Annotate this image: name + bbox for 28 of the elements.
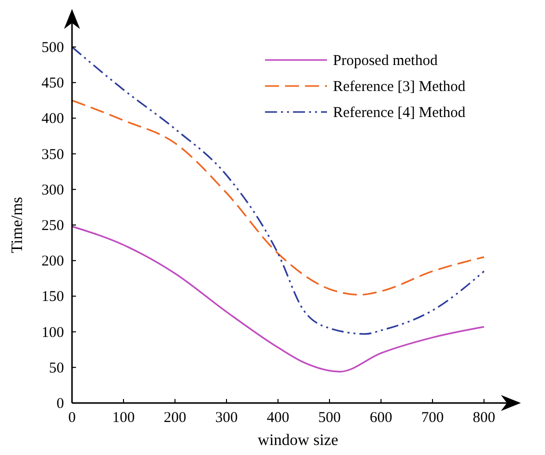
y-tick-label: 400 xyxy=(42,111,64,128)
x-tick-label: 300 xyxy=(215,410,238,426)
x-tick-label: 800 xyxy=(472,410,496,426)
y-tick-label: 500 xyxy=(42,40,64,56)
line-series xyxy=(71,46,485,335)
y-tick-label: 350 xyxy=(42,146,64,163)
legend-label: Reference [3] Method xyxy=(333,79,466,95)
y-tick-label: 0 xyxy=(56,396,64,412)
x-tick-label: 600 xyxy=(370,410,392,426)
y-tick-label: 300 xyxy=(42,182,64,198)
y-tick-label: 200 xyxy=(42,254,64,270)
y-tick-label: 150 xyxy=(42,289,64,306)
x-tick-label: 200 xyxy=(164,410,186,426)
y-tick-label: 100 xyxy=(42,324,64,341)
legend-label: Proposed method xyxy=(333,53,438,69)
x-tick-label: 700 xyxy=(421,410,444,426)
x-axis-title: window size xyxy=(258,432,338,449)
y-tick-label: 50 xyxy=(49,360,64,376)
x-tick-label: 100 xyxy=(112,410,135,426)
y-tick-label: 250 xyxy=(42,218,64,234)
legend-label: Reference [4] Method xyxy=(333,105,466,121)
x-tick-label: 500 xyxy=(318,410,341,426)
x-tick-label: 0 xyxy=(68,410,76,426)
y-tick-label: 450 xyxy=(42,76,64,92)
x-tick-label: 400 xyxy=(266,410,290,426)
line-series xyxy=(71,226,485,372)
line-series xyxy=(71,100,485,296)
y-axis-title: Time/ms xyxy=(9,196,26,254)
